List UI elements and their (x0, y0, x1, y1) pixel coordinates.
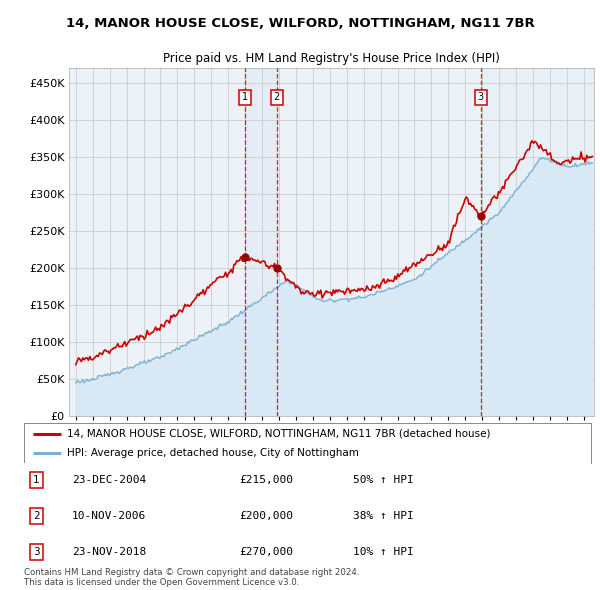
Text: 1: 1 (33, 476, 40, 485)
Text: 10% ↑ HPI: 10% ↑ HPI (353, 548, 413, 557)
Text: 50% ↑ HPI: 50% ↑ HPI (353, 476, 413, 485)
Text: 23-NOV-2018: 23-NOV-2018 (72, 548, 146, 557)
Text: £200,000: £200,000 (239, 512, 293, 521)
Text: 14, MANOR HOUSE CLOSE, WILFORD, NOTTINGHAM, NG11 7BR: 14, MANOR HOUSE CLOSE, WILFORD, NOTTINGH… (65, 17, 535, 30)
Text: £215,000: £215,000 (239, 476, 293, 485)
Text: 23-DEC-2004: 23-DEC-2004 (72, 476, 146, 485)
Text: 2: 2 (33, 512, 40, 521)
Text: 2: 2 (274, 93, 280, 103)
Text: Contains HM Land Registry data © Crown copyright and database right 2024.
This d: Contains HM Land Registry data © Crown c… (24, 568, 359, 587)
Text: 1: 1 (242, 93, 248, 103)
Text: HPI: Average price, detached house, City of Nottingham: HPI: Average price, detached house, City… (67, 448, 358, 458)
Text: 3: 3 (478, 93, 484, 103)
Title: Price paid vs. HM Land Registry's House Price Index (HPI): Price paid vs. HM Land Registry's House … (163, 53, 500, 65)
Text: 38% ↑ HPI: 38% ↑ HPI (353, 512, 413, 521)
Bar (481, 68, 594, 416)
Text: 3: 3 (33, 548, 40, 557)
Text: 10-NOV-2006: 10-NOV-2006 (72, 512, 146, 521)
Text: £270,000: £270,000 (239, 548, 293, 557)
Text: 14, MANOR HOUSE CLOSE, WILFORD, NOTTINGHAM, NG11 7BR (detached house): 14, MANOR HOUSE CLOSE, WILFORD, NOTTINGH… (67, 429, 490, 439)
Bar (245, 68, 277, 416)
